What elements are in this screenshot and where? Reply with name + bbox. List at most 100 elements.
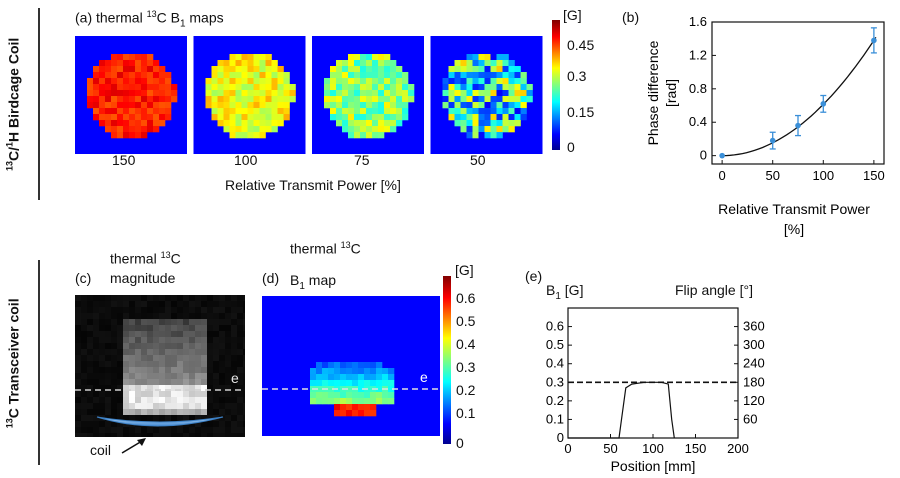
b1-map-pixel [478, 126, 485, 133]
b1-map-pixel [141, 108, 148, 115]
b1-map-pixel [384, 114, 391, 121]
magnitude-pixel [141, 313, 148, 320]
b1-map-pixel [259, 54, 266, 61]
magnitude-pixel [165, 295, 172, 302]
b1-map-pixel [502, 84, 509, 91]
b1-map-pixel [336, 102, 343, 109]
magnitude-pixel [171, 331, 178, 338]
magnitude-pixel [135, 343, 142, 350]
magnitude-pixel [81, 379, 88, 386]
magnitude-pixel [93, 337, 100, 344]
magnitude-pixel [219, 319, 226, 326]
b1-map-pixel [247, 66, 254, 73]
b1-map-pixel [265, 96, 272, 103]
magnitude-pixel [123, 301, 130, 308]
b1-map-pixel [402, 102, 409, 109]
magnitude-pixel [225, 355, 232, 362]
magnitude-pixel [225, 307, 232, 314]
magnitude-pixel [219, 379, 226, 386]
b1-map-pixel [147, 78, 154, 85]
magnitude-pixel [159, 397, 166, 404]
b1-map-pixel [366, 120, 373, 127]
b1-map-pixel [388, 398, 395, 405]
magnitude-pixel [165, 355, 172, 362]
b1-map-pixel [235, 84, 242, 91]
panel-c-line-label: e [231, 370, 239, 386]
magnitude-pixel [141, 349, 148, 356]
b1-map-pixel [472, 72, 479, 79]
magnitude-pixel [201, 397, 208, 404]
b1-map-pixel [253, 108, 260, 115]
b1-map-pixel [348, 72, 355, 79]
b1-map-pixel [384, 84, 391, 91]
magnitude-pixel [189, 409, 196, 416]
magnitude-pixel [189, 379, 196, 386]
magnitude-pixel [183, 379, 190, 386]
b1-map-pixel [223, 120, 230, 127]
magnitude-pixel [87, 337, 94, 344]
b1-map-pixel [165, 78, 172, 85]
magnitude-pixel [117, 319, 124, 326]
magnitude-pixel [75, 367, 82, 374]
b1-map-pixel [376, 398, 383, 405]
magnitude-pixel [189, 325, 196, 332]
magnitude-pixel [99, 397, 106, 404]
magnitude-pixel [231, 325, 238, 332]
magnitude-pixel [219, 307, 226, 314]
b1-map-pixel [508, 78, 515, 85]
b1-map-pixel [165, 108, 172, 115]
b1-map-pixel [241, 84, 248, 91]
magnitude-pixel [99, 409, 106, 416]
b1-map-pixel [165, 96, 172, 103]
b1-map-pixel [336, 120, 343, 127]
magnitude-pixel [141, 397, 148, 404]
magnitude-pixel [93, 415, 100, 422]
magnitude-pixel [237, 295, 244, 302]
b1-map-pixel [388, 392, 395, 399]
magnitude-pixel [99, 295, 106, 302]
magnitude-pixel [111, 337, 118, 344]
magnitude-pixel [81, 367, 88, 374]
magnitude-pixel [93, 367, 100, 374]
magnitude-pixel [129, 403, 136, 410]
b1-map-pixel [159, 84, 166, 91]
magnitude-pixel [189, 331, 196, 338]
b1-map-pixel [352, 398, 359, 405]
b1-map-pixel [478, 132, 485, 139]
b1-map-pixel [366, 78, 373, 85]
b1-map-pixel [336, 114, 343, 121]
magnitude-pixel [219, 349, 226, 356]
b1-map-pixel [99, 96, 106, 103]
magnitude-pixel [171, 403, 178, 410]
b1-map-pixel [402, 108, 409, 115]
magnitude-pixel [111, 433, 118, 437]
magnitude-pixel [231, 355, 238, 362]
b1-map-pixel [384, 108, 391, 115]
magnitude-pixel [147, 397, 154, 404]
magnitude-pixel [99, 373, 106, 380]
magnitude-pixel [99, 403, 106, 410]
b1-map-pixel [372, 120, 379, 127]
magnitude-pixel [207, 325, 214, 332]
b1-map-pixel [271, 114, 278, 121]
b1-map-pixel [93, 90, 100, 97]
b1-map-pixel [265, 102, 272, 109]
b1-map-pixel [372, 78, 379, 85]
magnitude-pixel [117, 391, 124, 398]
b1-map-pixel [141, 132, 148, 139]
b1-map-pixel [253, 84, 260, 91]
magnitude-pixel [123, 355, 130, 362]
magnitude-pixel [99, 319, 106, 326]
magnitude-pixel [141, 307, 148, 314]
b1-map-pixel [328, 386, 335, 393]
b1-map-pixel [129, 132, 136, 139]
b1-map-pixel [478, 90, 485, 97]
b1-map-pixel [330, 72, 337, 79]
magnitude-pixel [159, 355, 166, 362]
magnitude-pixel [177, 397, 184, 404]
magnitude-pixel [147, 367, 154, 374]
b1-map-pixel [346, 398, 353, 405]
magnitude-pixel [117, 361, 124, 368]
magnitude-pixel [225, 427, 232, 434]
magnitude-pixel [135, 355, 142, 362]
